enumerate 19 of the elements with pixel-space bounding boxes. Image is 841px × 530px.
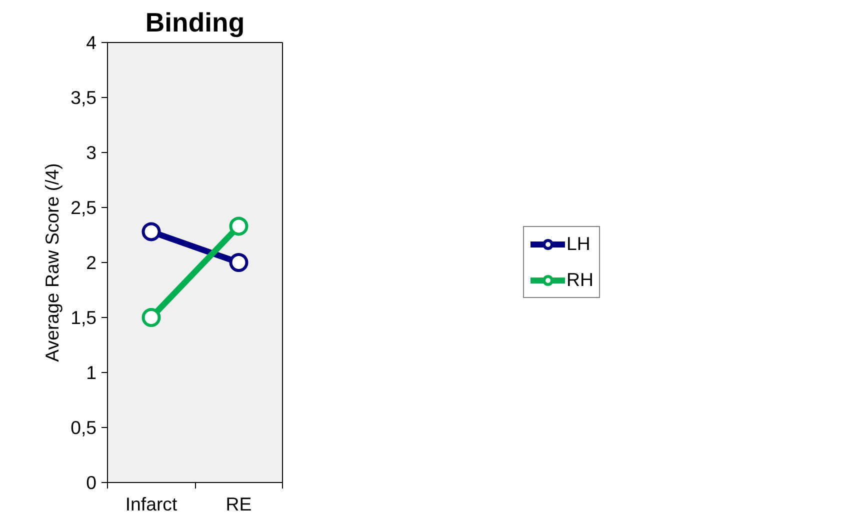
y-tick-label: 2 <box>86 252 97 273</box>
y-tick-label: 3 <box>86 142 97 163</box>
chart-title: Binding <box>145 8 245 38</box>
point <box>229 216 248 236</box>
y-tick-label: 1,5 <box>70 307 97 328</box>
point <box>142 222 161 242</box>
y-tick-label: 0 <box>86 472 97 493</box>
y-tick-label: 4 <box>86 32 97 53</box>
y-tick-label: 1 <box>86 362 97 383</box>
x-tick-label: Infarct <box>125 494 178 514</box>
y-tick-label: 3,5 <box>70 87 97 108</box>
legend-label: LH <box>566 233 590 255</box>
y-tick-label: 0,5 <box>70 417 97 438</box>
x-tick-label: RE <box>226 494 252 514</box>
y-tick-label: 2,5 <box>70 197 97 218</box>
legend-label: RH <box>566 269 594 291</box>
point <box>229 253 248 272</box>
y-axis-title: Average Raw Score (/4) <box>42 163 63 362</box>
point <box>142 308 161 327</box>
